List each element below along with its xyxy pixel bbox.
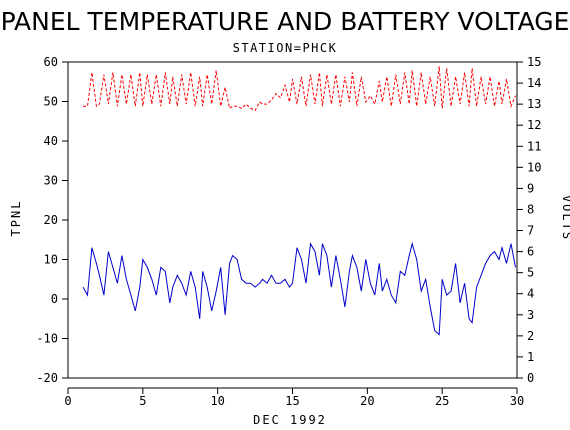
y-right-tick-label-4: 4	[527, 287, 534, 301]
y-left-tick-label-30: 30	[44, 174, 58, 188]
x-axis-label: DEC 1992	[253, 413, 327, 427]
y-right-tick-label-3: 3	[527, 308, 534, 322]
battery-voltage-line	[83, 66, 516, 112]
y-right-tick-label-10: 10	[527, 160, 541, 174]
y-right-tick-label-14: 14	[527, 76, 541, 90]
x-tick-label-25: 25	[435, 394, 449, 408]
y-left-tick-label-50: 50	[44, 95, 58, 109]
y-left-tick-label-0: 0	[51, 292, 58, 306]
y-left-tick-label-10: 10	[44, 253, 58, 267]
y-left-tick-label--20: -20	[36, 371, 58, 385]
y-axis-left-label: TPNL	[9, 200, 23, 237]
y-left-tick-label--10: -10	[36, 332, 58, 346]
y-right-tick-label-7: 7	[527, 224, 534, 238]
y-left-tick-label-40: 40	[44, 134, 58, 148]
y-axis-right-label: VOLTS	[560, 195, 570, 241]
y-right-tick-label-9: 9	[527, 181, 534, 195]
y-right-tick-label-6: 6	[527, 245, 534, 259]
y-left-tick-label-20: 20	[44, 213, 58, 227]
plot-area: 0 5 10 15 20 25 30-20-100102030405060012345678…	[36, 55, 541, 408]
x-tick-label-0: 0	[64, 394, 71, 408]
x-tick-label-5: 5	[139, 394, 146, 408]
chart-subtitle: STATION=PHCK	[233, 41, 338, 55]
panel-temperature-line	[82, 241, 516, 336]
y-left-tick-label-60: 60	[44, 55, 58, 69]
x-tick-label-30: 30	[510, 394, 524, 408]
y-right-tick-label-15: 15	[527, 55, 541, 69]
plot-frame	[67, 61, 518, 379]
y-right-tick-label-2: 2	[527, 329, 534, 343]
y-right-tick-label-11: 11	[527, 139, 541, 153]
chart-title: PANEL TEMPERATURE AND BATTERY VOLTAGE	[1, 7, 570, 36]
x-tick-label-20: 20	[360, 394, 374, 408]
y-right-tick-label-1: 1	[527, 350, 534, 364]
y-right-tick-label-12: 12	[527, 118, 541, 132]
y-right-tick-label-8: 8	[527, 202, 534, 216]
y-right-tick-label-5: 5	[527, 266, 534, 280]
x-tick-label-10: 10	[210, 394, 224, 408]
y-right-tick-label-13: 13	[527, 97, 541, 111]
y-right-tick-label-0: 0	[527, 371, 534, 385]
x-tick-label-15: 15	[285, 394, 299, 408]
